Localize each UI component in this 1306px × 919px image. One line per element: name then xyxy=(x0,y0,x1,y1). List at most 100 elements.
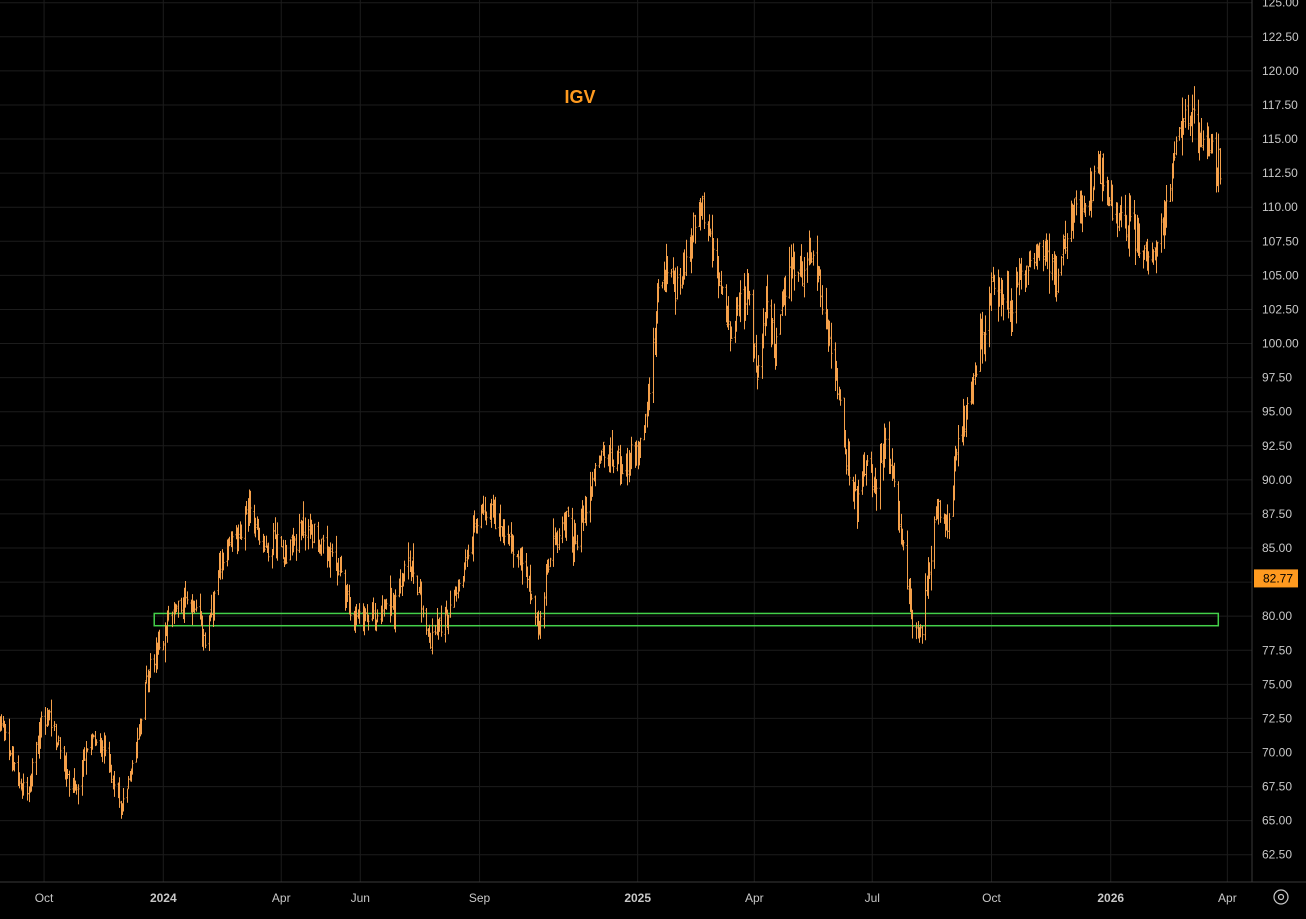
ohlc-bar xyxy=(946,504,949,539)
ohlc-bar xyxy=(556,530,559,553)
ohlc-bar xyxy=(272,522,275,556)
ohlc-bar xyxy=(131,760,134,775)
ohlc-bar xyxy=(1217,133,1220,193)
ohlc-bar xyxy=(1051,254,1054,281)
ohlc-bar xyxy=(1111,184,1114,221)
support-zone-rect[interactable] xyxy=(153,612,1220,627)
ohlc-bar xyxy=(447,614,450,635)
ohlc-bar xyxy=(1187,94,1190,130)
ohlc-bar xyxy=(40,711,43,738)
ohlc-bar xyxy=(880,442,883,464)
ohlc-bar xyxy=(94,731,97,747)
ohlc-bar xyxy=(806,252,809,283)
ohlc-bar xyxy=(1175,136,1178,156)
chart-settings-button[interactable] xyxy=(1273,889,1289,905)
ohlc-bar xyxy=(438,617,441,632)
ohlc-bar xyxy=(911,609,914,639)
ohlc-bar xyxy=(666,255,669,285)
x-tick-label: 2024 xyxy=(150,891,177,905)
ohlc-bar xyxy=(549,557,552,568)
y-tick-label: 80.00 xyxy=(1262,609,1292,623)
ohlc-bar xyxy=(630,436,633,470)
ohlc-bar xyxy=(258,527,261,545)
ohlc-bar xyxy=(407,542,410,580)
ohlc-bar xyxy=(1046,239,1049,270)
ohlc-bar xyxy=(1084,202,1087,218)
ohlc-bar xyxy=(222,552,225,571)
ohlc-bar xyxy=(35,741,38,776)
ohlc-bar xyxy=(871,464,874,498)
ohlc-bar xyxy=(1007,271,1010,319)
ohlc-bar xyxy=(140,718,143,735)
ohlc-bar xyxy=(13,761,16,772)
ohlc-bar xyxy=(1092,187,1095,202)
ohlc-bar xyxy=(1120,196,1123,228)
ohlc-bar xyxy=(617,445,620,465)
ohlc-bar xyxy=(561,516,564,544)
ohlc-bar xyxy=(552,518,555,567)
y-tick-label: 112.50 xyxy=(1262,166,1298,180)
ohlc-bar xyxy=(1020,257,1023,290)
y-tick-label: 100.00 xyxy=(1262,337,1299,351)
ohlc-bar xyxy=(828,320,831,346)
ohlc-bar xyxy=(517,550,520,568)
ohlc-bar xyxy=(1027,266,1030,286)
ohlc-bar xyxy=(476,518,479,534)
ohlc-bar xyxy=(144,681,147,721)
ohlc-bar xyxy=(854,474,857,492)
ohlc-bar xyxy=(1165,184,1168,228)
ohlc-bar xyxy=(44,706,47,735)
ohlc-bar xyxy=(1064,220,1067,254)
ohlc-bar xyxy=(816,235,819,291)
ohlc-bar xyxy=(1102,153,1105,192)
ohlc-bar xyxy=(66,769,69,780)
ohlc-bar xyxy=(712,238,715,261)
ohlc-bar xyxy=(529,564,532,605)
ohlc-bar xyxy=(193,600,196,614)
ohlc-bar xyxy=(311,524,314,549)
x-tick-label: 2025 xyxy=(624,891,651,905)
ohlc-bar xyxy=(661,281,664,289)
ohlc-bar xyxy=(22,773,25,796)
ohlc-bar xyxy=(458,579,461,592)
ohlc-bar xyxy=(1090,171,1093,218)
ohlc-bar xyxy=(679,268,682,295)
ohlc-bar xyxy=(455,586,458,602)
ohlc-bar xyxy=(228,536,231,547)
ohlc-bar xyxy=(1184,98,1187,128)
ohlc-bar xyxy=(91,733,94,750)
ohlc-bar xyxy=(145,665,148,684)
ohlc-bar xyxy=(95,739,98,746)
ohlc-bar xyxy=(482,495,485,516)
ohlc-bar xyxy=(1125,215,1128,241)
ohlc-bar xyxy=(963,405,966,437)
ohlc-bar xyxy=(462,576,465,588)
ohlc-bar xyxy=(875,478,878,511)
ohlc-bar xyxy=(1048,233,1051,294)
gear-icon xyxy=(1273,889,1289,905)
ohlc-bar xyxy=(118,777,121,808)
ohlc-bar xyxy=(558,528,561,551)
ohlc-bar xyxy=(420,581,423,623)
y-tick-label: 117.50 xyxy=(1262,98,1298,112)
ohlc-bar xyxy=(993,274,996,296)
ohlc-bar xyxy=(1029,250,1032,268)
ohlc-bar xyxy=(1156,241,1159,257)
ohlc-bar xyxy=(694,214,697,244)
ohlc-bar xyxy=(753,343,756,359)
ohlc-bar xyxy=(167,605,170,621)
ohlc-bar xyxy=(331,543,334,557)
ohlc-bar xyxy=(703,192,706,230)
ohlc-bar xyxy=(574,523,577,545)
ohlc-bar xyxy=(930,545,933,591)
ohlc-bar xyxy=(803,256,806,298)
ohlc-bar xyxy=(304,517,307,551)
ohlc-bar xyxy=(972,373,975,405)
ohlc-bar xyxy=(101,740,104,763)
ohlc-bar xyxy=(48,709,51,721)
y-tick-label: 102.50 xyxy=(1262,302,1299,316)
ohlc-bar xyxy=(1182,118,1185,135)
ohlc-bar xyxy=(998,277,1001,307)
